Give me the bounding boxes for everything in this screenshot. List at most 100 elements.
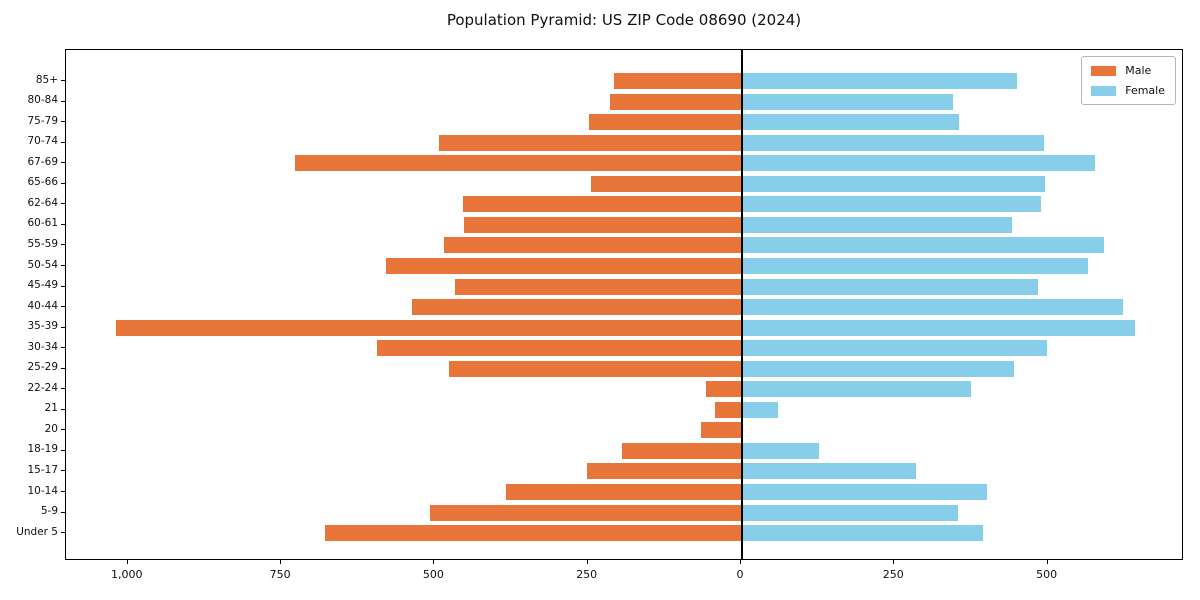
y-axis-label-18-19: 18-19 <box>27 443 58 456</box>
y-axis-label-45-49: 45-49 <box>27 279 58 291</box>
y-tick-10-14 <box>61 491 65 492</box>
y-axis-label-85+: 85+ <box>35 73 58 86</box>
bar-male-5-9 <box>430 504 741 521</box>
y-tick-85+ <box>61 80 65 81</box>
female-color-swatch <box>1091 85 1117 96</box>
legend-label-female: Female <box>1125 84 1165 97</box>
y-tick-70-74 <box>61 141 65 143</box>
y-tick-20 <box>61 429 65 431</box>
x-tick-250 <box>586 560 588 564</box>
y-tick-21 <box>61 408 65 410</box>
bar-male-45-49 <box>455 278 741 295</box>
bar-female-62-64 <box>741 196 1041 213</box>
y-tick-67-69 <box>61 162 65 164</box>
y-tick-25-29 <box>61 367 65 369</box>
y-axis-label-60-61: 60-61 <box>27 217 58 230</box>
y-axis-label-62-64: 62-64 <box>27 196 58 209</box>
legend-label-male: Male <box>1125 64 1152 77</box>
y-axis-label-21: 21 <box>44 402 58 415</box>
bar-male-35-39 <box>115 319 741 336</box>
y-axis-label-35-39: 35-39 <box>27 320 58 333</box>
y-tick-18-19 <box>61 449 65 451</box>
bar-female-85+ <box>741 73 1017 89</box>
y-tick-65-66 <box>61 182 65 184</box>
bar-female-35-39 <box>741 319 1136 336</box>
x-axis-label-500: 500 <box>422 568 444 581</box>
bar-female-5-9 <box>741 504 959 521</box>
y-tick-22-24 <box>61 388 65 390</box>
bar-female-67-69 <box>741 155 1096 172</box>
y-axis-label-40-44: 40-44 <box>27 299 58 312</box>
bar-male-10-14 <box>506 484 741 500</box>
bar-female-80-84 <box>741 93 953 110</box>
bar-male-70-74 <box>439 134 741 151</box>
bar-female-75-79 <box>741 114 960 131</box>
bar-female-40-44 <box>741 299 1123 316</box>
y-tick-40-44 <box>61 306 65 308</box>
x-tick-500 <box>1046 560 1048 564</box>
legend-entry-male: Male <box>1091 64 1165 77</box>
zero-axis-line <box>741 50 743 559</box>
bar-female-10-14 <box>741 484 987 500</box>
y-axis-label-50-54: 50-54 <box>27 258 58 271</box>
bar-male-22-24 <box>706 381 741 398</box>
bar-male-55-59 <box>444 237 741 254</box>
bar-female-60-61 <box>741 216 1012 233</box>
y-axis-label-25-29: 25-29 <box>27 361 58 374</box>
bar-female-25-29 <box>741 360 1014 377</box>
y-axis-label-10-14: 10-14 <box>27 484 58 497</box>
bar-male-40-44 <box>411 299 741 316</box>
x-axis-label-0: 0 <box>736 568 744 581</box>
y-axis-label-5-9: 5-9 <box>40 505 58 518</box>
x-axis-label-250: 250 <box>576 568 598 581</box>
bar-female-65-66 <box>741 175 1046 192</box>
bar-male-85+ <box>614 73 741 89</box>
y-tick-75-79 <box>61 121 65 123</box>
x-tick-750 <box>280 560 282 564</box>
y-tick-45-49 <box>61 285 65 287</box>
x-axis-label-750: 750 <box>269 568 291 581</box>
bar-male-62-64 <box>463 196 741 213</box>
bar-male-80-84 <box>610 93 741 110</box>
bar-female-Under 5 <box>741 525 983 542</box>
bar-male-50-54 <box>386 258 741 274</box>
y-axis-label-80-84: 80-84 <box>27 94 58 106</box>
y-axis-label-30-34: 30-34 <box>27 340 58 353</box>
y-tick-80-84 <box>61 100 65 102</box>
bar-female-55-59 <box>741 237 1104 254</box>
y-axis-label-20: 20 <box>44 422 58 435</box>
bar-male-21 <box>715 401 741 418</box>
bar-male-20 <box>700 422 741 439</box>
bar-male-18-19 <box>622 442 741 459</box>
y-tick-50-54 <box>61 265 65 266</box>
bar-female-18-19 <box>741 442 819 459</box>
bar-male-67-69 <box>294 155 741 172</box>
bar-male-65-66 <box>591 175 741 192</box>
y-axis-label-67-69: 67-69 <box>27 155 58 168</box>
x-tick-0 <box>740 560 741 564</box>
bar-female-22-24 <box>741 381 971 398</box>
bar-female-45-49 <box>741 278 1039 295</box>
y-tick-30-34 <box>61 347 65 349</box>
y-axis-label-75-79: 75-79 <box>27 114 58 127</box>
y-tick-5-9 <box>61 511 65 513</box>
x-tick-1,000 <box>126 560 128 564</box>
plot-area: Male Female <box>65 49 1183 560</box>
bar-male-30-34 <box>376 340 741 357</box>
y-tick-62-64 <box>61 203 65 205</box>
chart-title: Population Pyramid: US ZIP Code 08690 (2… <box>446 11 802 29</box>
y-tick-35-39 <box>61 326 65 328</box>
x-axis-label-1,000: 1,000 <box>111 568 143 581</box>
y-axis-label-15-17: 15-17 <box>27 463 58 476</box>
male-color-swatch <box>1091 65 1117 76</box>
bar-male-60-61 <box>464 216 741 233</box>
x-tick-500 <box>433 560 435 564</box>
bar-female-21 <box>741 401 779 418</box>
y-axis-label-70-74: 70-74 <box>27 135 58 148</box>
x-tick-250 <box>893 560 895 564</box>
bar-male-15-17 <box>587 463 741 480</box>
y-axis-label-22-24: 22-24 <box>27 381 58 394</box>
bar-female-15-17 <box>741 463 916 480</box>
legend-entry-female: Female <box>1091 84 1165 97</box>
y-tick-Under 5 <box>61 532 65 534</box>
